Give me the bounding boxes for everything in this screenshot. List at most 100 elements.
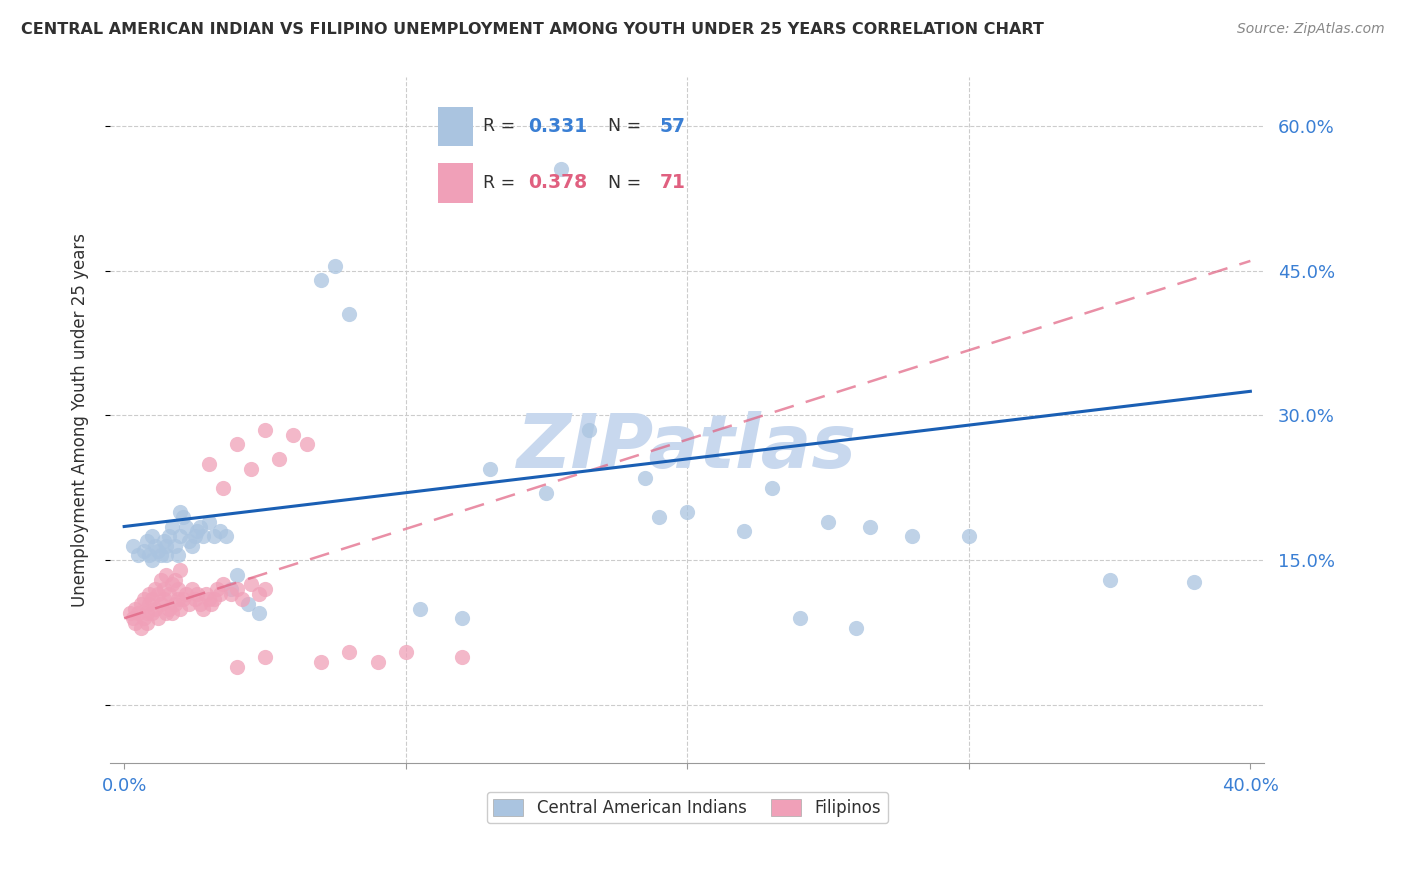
Point [132,611,155,625]
Point [733,524,755,539]
Point [197,591,219,606]
Point [155,567,177,582]
Point [146,611,169,625]
Point [127,607,149,621]
Point [121,539,143,553]
Point [135,534,157,549]
Point [901,529,924,543]
Point [267,451,290,466]
Point [676,505,699,519]
Point [177,534,200,549]
Point [160,607,183,621]
Point [174,587,197,601]
Point [197,515,219,529]
Point [155,607,177,621]
Point [281,427,304,442]
Point [132,591,155,606]
Point [135,607,157,621]
Text: Source: ZipAtlas.com: Source: ZipAtlas.com [1237,22,1385,37]
Point [143,539,166,553]
Point [149,597,172,611]
Point [149,573,172,587]
Point [957,529,980,543]
Point [409,601,432,615]
Point [186,524,208,539]
Point [160,519,183,533]
Point [163,573,186,587]
Point [166,582,188,597]
Point [180,539,202,553]
Point [155,549,177,563]
Point [146,587,169,601]
Point [177,597,200,611]
Point [138,549,160,563]
Point [166,591,188,606]
Point [214,529,236,543]
Point [253,582,276,597]
Point [211,577,233,591]
Point [339,307,361,321]
Point [309,655,332,669]
Point [202,529,225,543]
Point [205,582,228,597]
Point [236,597,259,611]
Point [239,577,262,591]
Point [188,519,211,533]
Point [157,587,180,601]
Point [479,461,502,475]
Point [141,607,163,621]
Point [138,597,160,611]
Y-axis label: Unemployment Among Youth under 25 years: Unemployment Among Youth under 25 years [72,234,89,607]
Point [225,437,247,451]
Point [200,597,222,611]
Point [124,616,146,631]
Point [141,553,163,567]
Point [451,649,474,664]
Point [129,597,152,611]
Point [146,543,169,558]
Point [163,597,186,611]
Point [239,461,262,475]
Point [157,529,180,543]
Point [149,549,172,563]
Point [127,549,149,563]
Point [180,582,202,597]
Point [323,259,346,273]
Point [451,611,474,625]
Point [339,645,361,659]
Point [191,601,214,615]
Point [208,587,231,601]
Point [155,539,177,553]
Point [225,659,247,673]
Point [578,423,600,437]
Point [143,582,166,597]
Point [219,582,242,597]
Text: ZIPatlas: ZIPatlas [517,411,858,484]
Point [143,601,166,615]
Point [550,162,572,177]
Point [188,597,211,611]
Point [135,616,157,631]
Point [138,587,160,601]
Point [169,529,191,543]
Point [163,539,186,553]
Legend: Central American Indians, Filipinos: Central American Indians, Filipinos [486,792,889,823]
Point [202,591,225,606]
Point [157,601,180,615]
Point [183,591,205,606]
Point [845,621,868,635]
Point [129,621,152,635]
Point [247,607,270,621]
Point [225,567,247,582]
Point [253,649,276,664]
Point [191,529,214,543]
Point [169,505,191,519]
Point [309,273,332,287]
Point [1098,573,1121,587]
Point [124,601,146,615]
Point [225,582,247,597]
Point [141,529,163,543]
Point [121,611,143,625]
Point [118,607,141,621]
Point [219,587,242,601]
